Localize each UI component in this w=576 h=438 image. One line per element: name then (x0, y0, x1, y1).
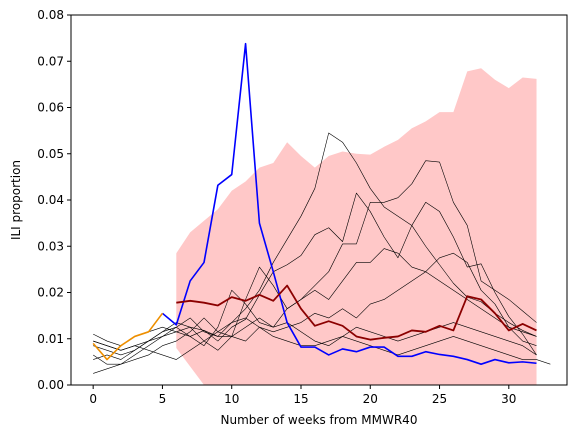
past-season-line-7 (93, 289, 537, 360)
y-tick-label: 0.02 (37, 286, 64, 300)
plot-area (92, 42, 551, 385)
y-tick-label: 0.07 (37, 54, 64, 68)
x-axis-label: Number of weeks from MMWR40 (221, 413, 418, 427)
y-tick-label: 0.03 (37, 239, 64, 253)
highlight-line-3 (176, 284, 537, 341)
y-axis-label: ILI proportion (9, 160, 23, 240)
x-tick-label: 30 (501, 392, 516, 406)
y-tick-label: 0.06 (37, 101, 64, 115)
past-season-line-5 (93, 271, 537, 365)
y-tick-label: 0.04 (37, 193, 64, 207)
highlight-line-1 (161, 42, 537, 365)
x-tick-label: 25 (432, 392, 447, 406)
past-season-line-4 (93, 248, 537, 351)
y-tick-label: 0.00 (37, 378, 64, 392)
axis-ticks: 0 5 10 15 20 25 30 0.00 0.01 0.02 0.03 0.04 0.05 0.06… (37, 8, 516, 406)
y-tick-label: 0.01 (37, 332, 64, 346)
x-tick-label: 0 (89, 392, 97, 406)
x-tick-label: 5 (159, 392, 167, 406)
x-tick-label: 10 (224, 392, 239, 406)
past-season-line-3 (93, 160, 537, 356)
x-tick-label: 15 (293, 392, 308, 406)
y-tick-label: 0.08 (37, 8, 64, 22)
past-season-line-2 (93, 132, 537, 374)
highlight-line-2 (92, 312, 164, 361)
y-tick-label: 0.05 (37, 147, 64, 161)
prediction-band (176, 68, 537, 385)
x-tick-label: 20 (363, 392, 378, 406)
